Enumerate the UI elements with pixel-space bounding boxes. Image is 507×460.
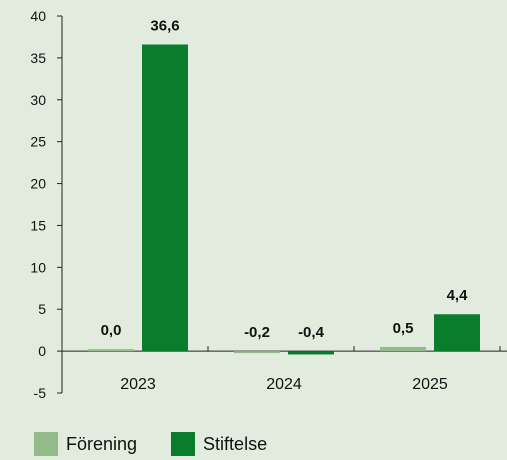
- data-label: 0,0: [101, 322, 122, 339]
- y-tick-label: 0: [38, 343, 46, 359]
- legend-item-forening: Förening: [34, 432, 137, 456]
- chart-svg: 40 35 30 25 20 15 10 5 0 -5 2023 0,0 36,6 2024 -0,2 -0,…: [30, 8, 507, 401]
- y-tick-label: 30: [30, 92, 46, 108]
- data-label: -0,2: [244, 324, 270, 341]
- bar-stiftelse: [434, 314, 480, 352]
- y-tick-label: 20: [30, 176, 46, 192]
- data-label: -0,4: [298, 324, 325, 341]
- legend-item-stiftelse: Stiftelse: [171, 432, 267, 456]
- y-tick-label: -5: [34, 385, 47, 401]
- bar-forening: [380, 346, 426, 352]
- bar-stiftelse: [288, 351, 334, 355]
- y-tick-label: 35: [30, 50, 46, 66]
- data-label: 0,5: [393, 320, 414, 337]
- x-category-label: 2024: [266, 376, 302, 393]
- bar-stiftelse: [142, 44, 188, 352]
- y-tick-label: 25: [30, 134, 46, 150]
- y-tick-label: 5: [38, 301, 46, 317]
- y-tick-label: 15: [30, 217, 46, 233]
- y-tick-label: 10: [30, 259, 46, 275]
- legend-label-forening: Förening: [66, 433, 138, 454]
- legend: Förening Stiftelse: [34, 432, 267, 456]
- bar-forening: [88, 349, 134, 352]
- data-label: 4,4: [447, 287, 469, 304]
- y-tick-label: 40: [30, 8, 46, 24]
- x-category-label: 2025: [412, 376, 448, 393]
- data-label: 36,6: [150, 17, 179, 34]
- legend-swatch-forening: [34, 432, 58, 456]
- x-category-label: 2023: [120, 376, 156, 393]
- legend-swatch-stiftelse: [171, 432, 196, 456]
- bar-forening: [234, 351, 280, 354]
- legend-label-stiftelse: Stiftelse: [203, 433, 268, 454]
